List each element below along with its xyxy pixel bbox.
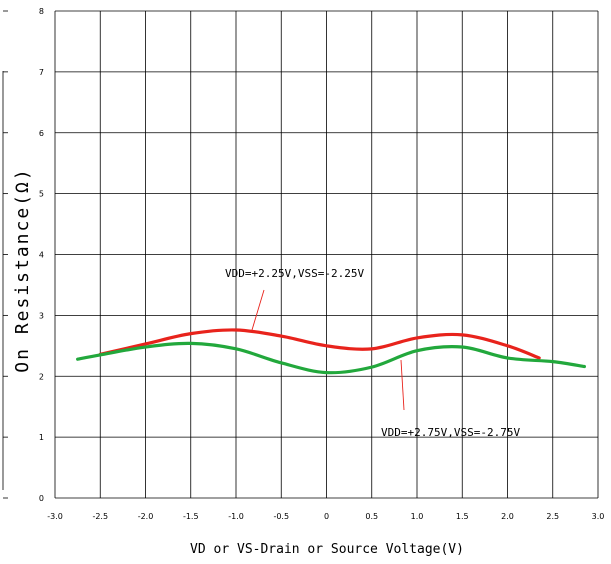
x-tick-label: -2.5 [92,512,108,521]
y-tick-label: 3 [39,311,44,320]
x-tick-label: -2.0 [138,512,154,521]
x-tick-label: -0.5 [273,512,289,521]
annotations: VDD=+2.25V,VSS=-2.25V VDD=+2.75V,VSS=-2.7… [225,267,520,439]
x-tick-label: 2.5 [546,512,559,521]
x-tick-label: 1.5 [456,512,469,521]
tick-labels: -3.0 -2.5 -2.0 -1.5 -1.0 -0.5 0 0.5 1.0 1.5 2.0 2.5… [39,7,604,521]
annotation-leader-line [400,359,405,411]
series-annotation-label: VDD=+2.25V,VSS=-2.25V [225,267,364,280]
y-tick-label: 2 [39,372,44,381]
annotation-leaders [251,289,405,411]
x-tick-label: 1.0 [411,512,424,521]
series-line-vdd-2-75v [76,341,587,375]
y-tick-label: 6 [39,129,44,138]
y-tick-label: 0 [39,494,44,503]
x-axis-title: VD or VS-Drain or Source Voltage(V) [190,542,464,557]
y-tick-label: 7 [39,68,44,77]
y-tick-label: 5 [39,190,44,199]
series-line-vdd-2-25v [98,328,541,360]
x-tick-label: 0.5 [365,512,378,521]
grid [2,10,599,499]
y-tick-label: 4 [39,251,44,260]
x-tick-label: 2.0 [501,512,514,521]
x-tick-label: -3.0 [47,512,63,521]
x-tick-label: -1.5 [183,512,199,521]
x-tick-label: 0 [324,512,329,521]
y-axis-title: On Resistance(Ω) [12,167,33,372]
x-tick-label: 3.0 [592,512,605,521]
series-lines [76,328,587,375]
y-tick-label: 1 [39,433,44,442]
series-annotation-label: VDD=+2.75V,VSS=-2.75V [381,426,520,439]
y-tick-label: 8 [39,7,44,16]
annotation-leader-line [251,289,265,331]
x-tick-label: -1.0 [228,512,244,521]
